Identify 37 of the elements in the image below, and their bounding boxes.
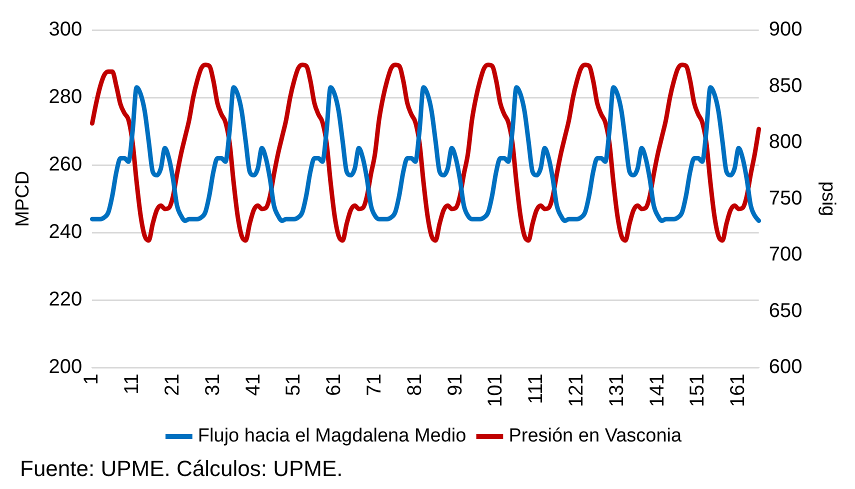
x-tick-label: 141 bbox=[646, 374, 668, 408]
x-tick-label: 1 bbox=[80, 374, 103, 385]
y-tick-label: 280 bbox=[48, 86, 82, 108]
y2-tick-label: 800 bbox=[768, 131, 802, 154]
x-tick-label: 121 bbox=[566, 374, 588, 408]
y2-axis-title: psig bbox=[817, 181, 838, 216]
source-note: Fuente: UPME. Cálculos: UPME. bbox=[20, 456, 344, 482]
x-tick-label: 151 bbox=[686, 374, 709, 408]
x-tick-label: 41 bbox=[242, 374, 264, 396]
x-tick-label: 81 bbox=[404, 374, 426, 396]
y2-tick-label: 850 bbox=[768, 74, 802, 97]
line-series bbox=[90, 62, 762, 243]
y2-tick-label: 600 bbox=[768, 356, 802, 378]
x-tick-label: 161 bbox=[727, 374, 750, 408]
x-tick-label: 91 bbox=[444, 374, 466, 396]
y2-tick-label: 650 bbox=[768, 300, 802, 322]
x-tick-label: 21 bbox=[161, 374, 184, 396]
x-tick-label: 71 bbox=[364, 374, 386, 396]
x-tick-label: 31 bbox=[202, 374, 224, 396]
legend-label: Flujo hacia el Magdalena Medio bbox=[198, 426, 466, 447]
x-tick-label: 11 bbox=[121, 374, 144, 394]
y2-tick-label: 750 bbox=[768, 187, 802, 210]
y-tick-label: 220 bbox=[48, 288, 82, 311]
line-series bbox=[90, 85, 762, 224]
y-tick-label: 240 bbox=[48, 221, 82, 244]
x-tick-label: 61 bbox=[323, 374, 346, 396]
y-axis-title: MPCD bbox=[12, 170, 34, 227]
y2-tick-label: 700 bbox=[768, 244, 802, 266]
y-tick-label: 300 bbox=[48, 18, 82, 41]
legend-label: Presión en Vasconia bbox=[508, 426, 682, 447]
y-tick-label: 200 bbox=[48, 356, 82, 378]
y2-tick-label: 900 bbox=[768, 18, 802, 41]
x-tick-label: 51 bbox=[282, 374, 305, 396]
x-tick-label: 111 bbox=[525, 374, 548, 404]
x-tick-label: 101 bbox=[484, 374, 507, 408]
y-tick-label: 260 bbox=[48, 154, 82, 176]
x-tick-label: 131 bbox=[606, 374, 628, 408]
